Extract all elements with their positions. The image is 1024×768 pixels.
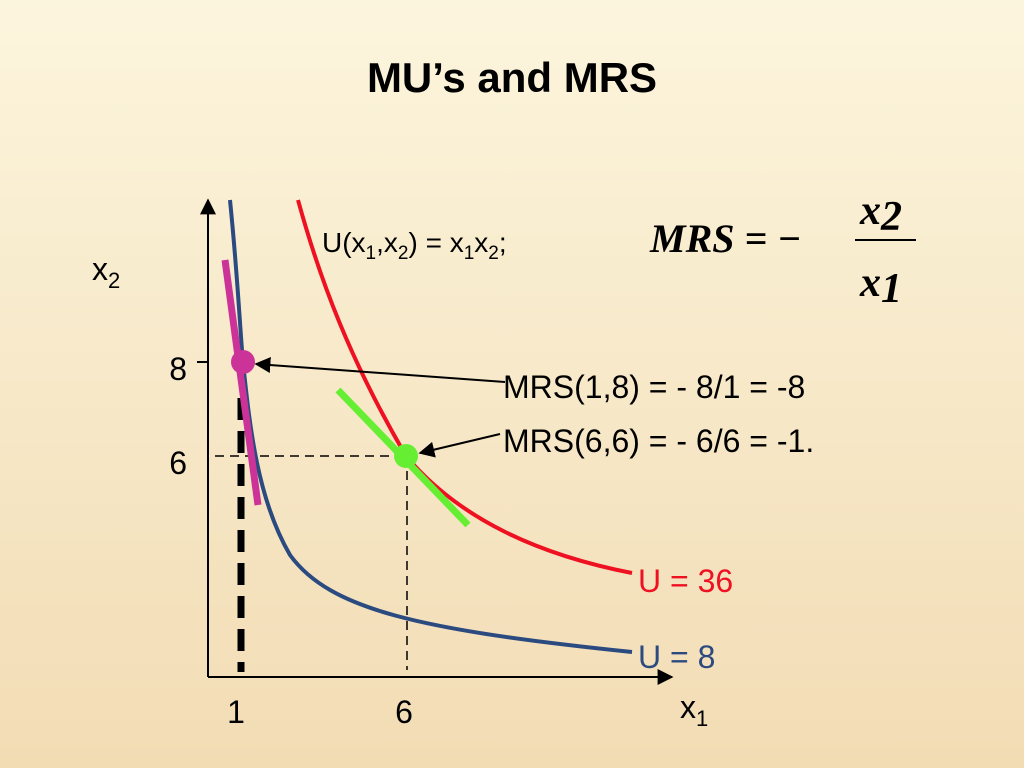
x-axis-label: x1: [680, 689, 708, 731]
text-part: x: [474, 227, 488, 258]
text-part: ;: [499, 227, 507, 258]
y-tick-label: 8: [169, 351, 187, 387]
formula-base: x: [859, 260, 881, 306]
y-axis-label: x2: [92, 251, 120, 293]
formula-lhs: MRS = −: [649, 216, 802, 261]
label-subscript: 2: [108, 268, 120, 293]
arrow: [254, 357, 506, 383]
label-subscript: 1: [696, 706, 708, 731]
point: [394, 444, 418, 468]
text-part: ) = x: [408, 227, 463, 258]
subscript: 2: [488, 243, 499, 264]
x-tick-label: 6: [395, 694, 413, 730]
subscript: 2: [398, 243, 409, 264]
formula-base: x: [859, 188, 881, 234]
formula-numerator: x2: [859, 188, 902, 240]
subscript: 1: [464, 243, 475, 264]
indifference-curve: [228, 199, 633, 654]
subscript: 1: [366, 243, 377, 264]
formula-denominator: x1: [859, 260, 902, 312]
text-part: ,x: [376, 227, 398, 258]
title: MU’s and MRS: [367, 54, 657, 101]
formula-subscript: 2: [880, 194, 902, 240]
annotation: MRS(6,6) = - 6/6 = -1.: [503, 423, 814, 459]
formula-subscript: 1: [881, 266, 902, 312]
label-base: x: [680, 689, 696, 725]
arrow: [418, 433, 501, 458]
utility-function: U(x1,x2) = x1x2;: [322, 227, 507, 264]
point: [231, 350, 255, 374]
annotation: MRS(1,8) = - 8/1 = -8: [503, 369, 805, 405]
y-tick-label: 6: [169, 445, 187, 481]
label-base: x: [92, 251, 108, 287]
curve-label: U = 36: [638, 563, 733, 599]
text-part: U(x: [322, 227, 366, 258]
x-tick-label: 1: [227, 694, 245, 730]
tangent-line: [221, 259, 262, 506]
curve-label: U = 8: [638, 639, 715, 675]
